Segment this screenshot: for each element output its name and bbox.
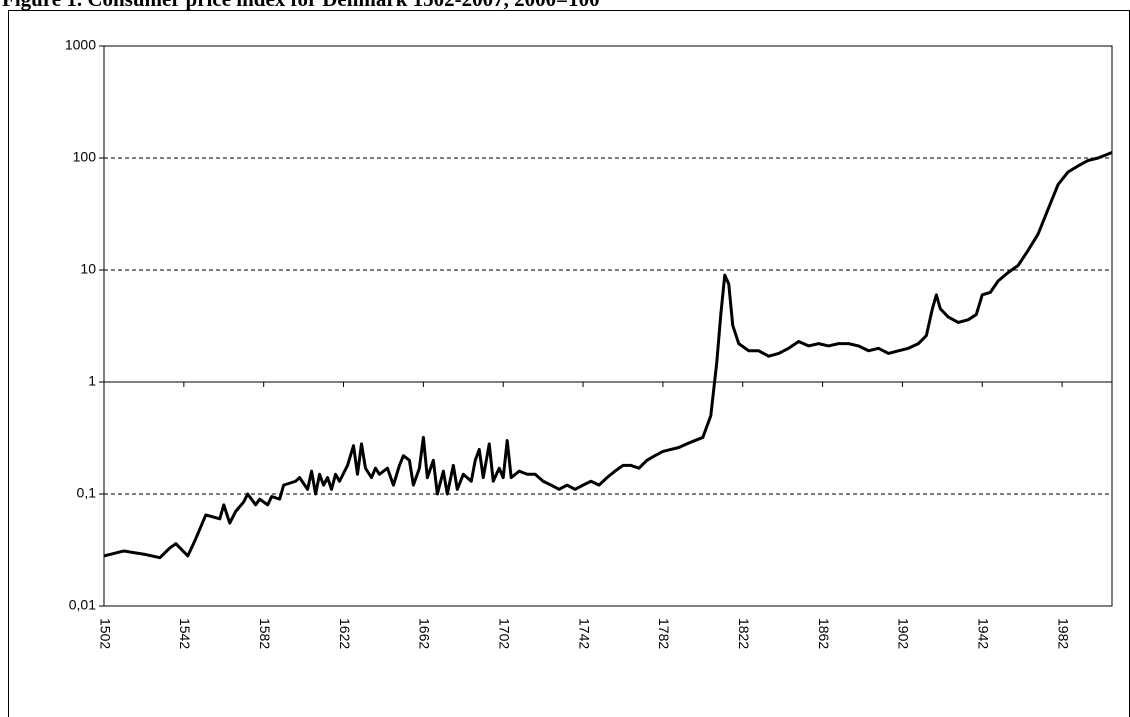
x-tick-label: 1662 xyxy=(417,618,433,649)
x-tick-label: 1902 xyxy=(896,618,912,649)
y-tick-label: 1 xyxy=(88,373,96,389)
x-tick-label: 1782 xyxy=(656,618,672,649)
data-line xyxy=(103,151,1113,560)
y-tick-label: 0,01 xyxy=(69,597,96,613)
x-tick-label: 1742 xyxy=(576,618,592,649)
chart-title: Figure 1. Consumer price index for Denma… xyxy=(2,0,600,11)
plot-area xyxy=(103,45,1113,607)
x-tick-label: 1622 xyxy=(337,618,353,649)
y-tick-label: 1000 xyxy=(65,37,96,53)
x-tick-label: 1582 xyxy=(257,618,273,649)
y-tick-label: 0,1 xyxy=(77,485,97,501)
x-tick-label: 1982 xyxy=(1055,618,1071,649)
x-tick-label: 1862 xyxy=(816,618,832,649)
x-tick-label: 1822 xyxy=(736,618,752,649)
y-tick-label: 10 xyxy=(80,261,96,277)
x-tick-label: 1942 xyxy=(976,618,992,649)
x-tick-label: 1542 xyxy=(177,618,193,649)
x-tick-label: 1502 xyxy=(97,618,113,649)
x-tick-label: 1702 xyxy=(497,618,513,649)
y-tick-label: 100 xyxy=(73,149,97,165)
